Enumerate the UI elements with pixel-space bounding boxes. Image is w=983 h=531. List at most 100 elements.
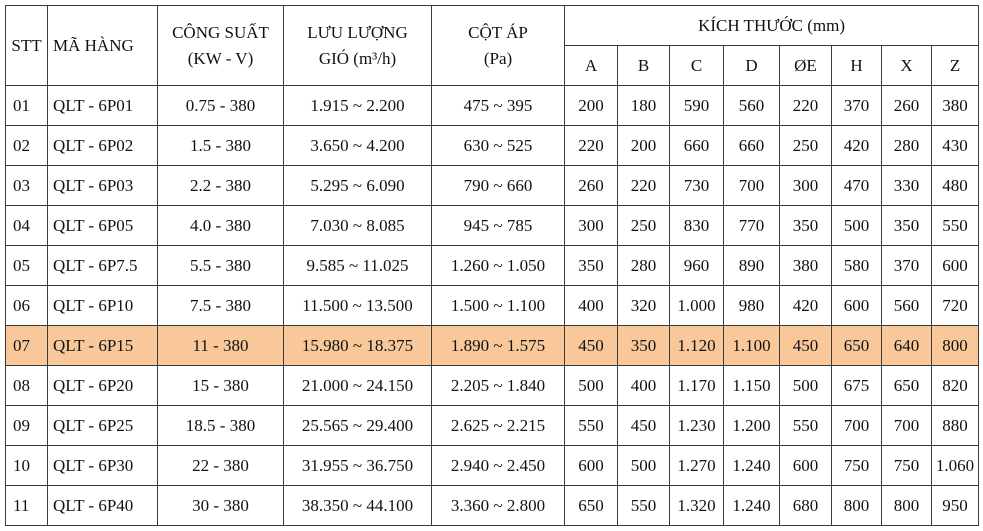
cell-dim-a: 260 <box>564 165 618 206</box>
cell-dim-x: 560 <box>881 285 932 326</box>
table-row: 09 QLT - 6P25 18.5 - 380 25.565 ~ 29.400 2.6… <box>5 405 980 446</box>
cell-dim-e: 250 <box>779 125 832 166</box>
cell-stt: 01 <box>5 85 48 126</box>
header-luu-luong-line1: LƯU LƯỢNG <box>307 22 408 42</box>
cell-cong-suat: 5.5 - 380 <box>157 245 284 286</box>
cell-luu-luong: 9.585 ~ 11.025 <box>283 245 432 286</box>
cell-cot-ap: 3.360 ~ 2.800 <box>431 485 565 526</box>
cell-stt: 06 <box>5 285 48 326</box>
cell-dim-h: 580 <box>831 245 882 286</box>
cell-dim-h: 420 <box>831 125 882 166</box>
cell-dim-z: 430 <box>930 125 980 166</box>
cell-dim-h: 500 <box>831 205 882 246</box>
cell-dim-z: 950 <box>930 485 980 526</box>
cell-dim-d: 770 <box>723 205 780 246</box>
cell-dim-c: 960 <box>669 245 724 286</box>
header-row-dims: A B C D ØE H X Z <box>6 45 980 86</box>
header-cong-suat-line1: CÔNG SUẤT <box>172 22 269 42</box>
header-dim-d: D <box>723 45 780 86</box>
cell-luu-luong: 11.500 ~ 13.500 <box>283 285 432 326</box>
cell-ma-hang: QLT - 6P30 <box>47 445 158 486</box>
cell-dim-c: 830 <box>669 205 724 246</box>
cell-dim-z: 550 <box>930 205 980 246</box>
header-cot-ap-line2: (Pa) <box>483 48 513 68</box>
cell-luu-luong: 31.955 ~ 36.750 <box>283 445 432 486</box>
header-dim-c: C <box>669 45 724 86</box>
cell-luu-luong: 15.980 ~ 18.375 <box>283 325 432 366</box>
cell-cong-suat: 30 - 380 <box>157 485 284 526</box>
cell-stt: 11 <box>5 485 48 526</box>
cell-dim-c: 1.000 <box>669 285 724 326</box>
cell-cong-suat: 4.0 - 380 <box>157 205 284 246</box>
cell-dim-a: 300 <box>564 205 618 246</box>
cell-dim-h: 650 <box>831 325 882 366</box>
cell-dim-c: 730 <box>669 165 724 206</box>
table-row: 02 QLT - 6P02 1.5 - 380 3.650 ~ 4.200 630 ~ … <box>5 125 980 166</box>
cell-dim-h: 675 <box>831 365 882 406</box>
cell-dim-b: 320 <box>617 285 670 326</box>
cell-cong-suat: 0.75 - 380 <box>157 85 284 126</box>
cell-dim-c: 590 <box>669 85 724 126</box>
cell-dim-z: 820 <box>930 365 980 406</box>
cell-dim-a: 500 <box>564 365 618 406</box>
cell-dim-h: 700 <box>831 405 882 446</box>
spec-table: STT MÃ HÀNG CÔNG SUẤT (KW - V) LƯU LƯỢNG… <box>5 5 980 526</box>
table-row: 10 QLT - 6P30 22 - 380 31.955 ~ 36.750 2.940… <box>5 445 980 486</box>
table-row: 04 QLT - 6P05 4.0 - 380 7.030 ~ 8.085 945 ~ … <box>5 205 980 246</box>
cell-dim-e: 380 <box>779 245 832 286</box>
cell-cot-ap: 1.260 ~ 1.050 <box>431 245 565 286</box>
cell-dim-e: 420 <box>779 285 832 326</box>
cell-cot-ap: 630 ~ 525 <box>431 125 565 166</box>
cell-dim-h: 470 <box>831 165 882 206</box>
cell-stt: 05 <box>5 245 48 286</box>
cell-stt: 03 <box>5 165 48 206</box>
header-dim-z: Z <box>930 45 980 86</box>
cell-luu-luong: 5.295 ~ 6.090 <box>283 165 432 206</box>
header-luu-luong-line2: GIÓ (m³/h) <box>318 48 397 68</box>
cell-dim-c: 660 <box>669 125 724 166</box>
header-kich-thuoc: KÍCH THƯỚC (mm) <box>563 5 980 46</box>
header-luu-luong: LƯU LƯỢNG GIÓ (m³/h) <box>283 5 432 86</box>
cell-dim-c: 1.320 <box>669 485 724 526</box>
header-row-top: STT MÃ HÀNG CÔNG SUẤT (KW - V) LƯU LƯỢNG… <box>5 5 980 86</box>
cell-dim-h: 370 <box>831 85 882 126</box>
cell-dim-a: 220 <box>564 125 618 166</box>
table-row: 05 QLT - 6P7.5 5.5 - 380 9.585 ~ 11.025 1.26… <box>5 245 980 286</box>
cell-dim-b: 500 <box>617 445 670 486</box>
cell-dim-d: 560 <box>723 85 780 126</box>
cell-dim-a: 450 <box>564 325 618 366</box>
header-dim-h: H <box>831 45 882 86</box>
cell-dim-b: 250 <box>617 205 670 246</box>
cell-ma-hang: QLT - 6P05 <box>47 205 158 246</box>
cell-dim-e: 350 <box>779 205 832 246</box>
cell-dim-e: 220 <box>779 85 832 126</box>
cell-dim-c: 1.170 <box>669 365 724 406</box>
cell-cong-suat: 7.5 - 380 <box>157 285 284 326</box>
cell-ma-hang: QLT - 6P7.5 <box>47 245 158 286</box>
cell-dim-c: 1.120 <box>669 325 724 366</box>
cell-stt: 04 <box>5 205 48 246</box>
cell-cong-suat: 11 - 380 <box>157 325 284 366</box>
table-row: 06 QLT - 6P10 7.5 - 380 11.500 ~ 13.500 1.50… <box>5 285 980 326</box>
cell-dim-b: 220 <box>617 165 670 206</box>
cell-dim-z: 880 <box>930 405 980 446</box>
cell-dim-a: 350 <box>564 245 618 286</box>
cell-ma-hang: QLT - 6P40 <box>47 485 158 526</box>
table-body: 01 QLT - 6P01 0.75 - 380 1.915 ~ 2.200 475 ~… <box>5 85 980 526</box>
cell-cot-ap: 1.500 ~ 1.100 <box>431 285 565 326</box>
cell-stt: 10 <box>5 445 48 486</box>
cell-dim-d: 890 <box>723 245 780 286</box>
header-cot-ap-line1: CỘT ÁP <box>468 22 528 42</box>
cell-dim-b: 400 <box>617 365 670 406</box>
cell-dim-d: 700 <box>723 165 780 206</box>
cell-cong-suat: 2.2 - 380 <box>157 165 284 206</box>
cell-dim-e: 300 <box>779 165 832 206</box>
cell-dim-z: 1.060 <box>930 445 980 486</box>
header-dim-b: B <box>617 45 670 86</box>
cell-dim-h: 600 <box>831 285 882 326</box>
cell-stt: 09 <box>5 405 48 446</box>
cell-dim-a: 400 <box>564 285 618 326</box>
header-dim-e: ØE <box>779 45 832 86</box>
cell-dim-c: 1.230 <box>669 405 724 446</box>
cell-dim-z: 720 <box>930 285 980 326</box>
